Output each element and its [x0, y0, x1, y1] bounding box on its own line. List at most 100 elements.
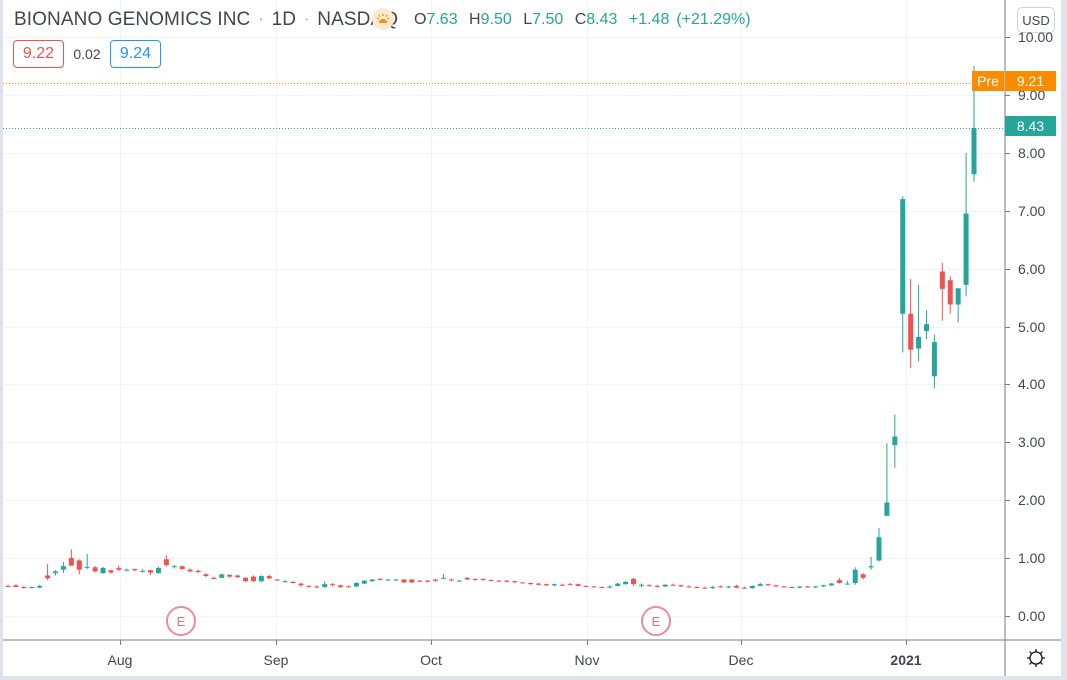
- candle[interactable]: [433, 578, 439, 582]
- pre-market-sun-icon[interactable]: [372, 8, 394, 30]
- candle[interactable]: [440, 574, 446, 579]
- candle[interactable]: [187, 568, 193, 572]
- candle[interactable]: [203, 573, 209, 578]
- candle[interactable]: [314, 585, 320, 589]
- candle[interactable]: [37, 584, 43, 589]
- candle[interactable]: [876, 527, 882, 562]
- candle[interactable]: [496, 580, 502, 582]
- candle[interactable]: [29, 586, 35, 589]
- candle[interactable]: [741, 586, 747, 589]
- candle[interactable]: [464, 577, 470, 581]
- candle[interactable]: [591, 585, 597, 588]
- candle[interactable]: [892, 414, 898, 468]
- gear-icon[interactable]: [1026, 648, 1046, 668]
- candle[interactable]: [638, 583, 644, 588]
- buy-ask-button[interactable]: 9.24: [110, 40, 161, 68]
- candle[interactable]: [227, 574, 233, 578]
- candle[interactable]: [171, 565, 177, 569]
- candle[interactable]: [947, 276, 953, 314]
- candle[interactable]: [385, 578, 391, 581]
- candle[interactable]: [623, 581, 629, 585]
- candle[interactable]: [480, 578, 486, 581]
- candle[interactable]: [828, 582, 834, 586]
- candle[interactable]: [68, 549, 74, 566]
- candle[interactable]: [551, 583, 557, 587]
- candle[interactable]: [844, 580, 850, 585]
- candle[interactable]: [963, 152, 969, 297]
- candle[interactable]: [916, 284, 922, 362]
- candle[interactable]: [559, 583, 565, 586]
- candlestick-series[interactable]: [5, 65, 977, 589]
- candle[interactable]: [939, 262, 945, 321]
- candle[interactable]: [607, 585, 613, 589]
- candle[interactable]: [821, 584, 827, 588]
- candle[interactable]: [488, 579, 494, 582]
- candle[interactable]: [781, 585, 787, 588]
- candle[interactable]: [908, 279, 914, 369]
- candle[interactable]: [726, 585, 732, 589]
- candle[interactable]: [132, 568, 138, 572]
- candle[interactable]: [45, 563, 51, 581]
- candle[interactable]: [330, 582, 336, 587]
- candle[interactable]: [860, 573, 866, 580]
- candle[interactable]: [13, 584, 19, 588]
- candle[interactable]: [448, 578, 454, 582]
- candle[interactable]: [108, 569, 114, 574]
- earnings-marker[interactable]: E: [641, 606, 671, 636]
- candle[interactable]: [733, 584, 739, 589]
- candle[interactable]: [179, 565, 185, 570]
- candle[interactable]: [900, 196, 906, 353]
- candle[interactable]: [274, 578, 280, 581]
- candle[interactable]: [306, 585, 312, 588]
- candle[interactable]: [757, 582, 763, 587]
- candle[interactable]: [266, 574, 272, 579]
- candle[interactable]: [155, 566, 161, 574]
- candle[interactable]: [290, 581, 296, 584]
- candle[interactable]: [84, 554, 90, 570]
- candle[interactable]: [662, 584, 668, 588]
- candle[interactable]: [718, 585, 724, 588]
- candle[interactable]: [678, 584, 684, 588]
- candle[interactable]: [805, 585, 811, 588]
- candle[interactable]: [512, 580, 518, 583]
- candle[interactable]: [654, 584, 660, 588]
- candle[interactable]: [258, 575, 264, 582]
- candle[interactable]: [536, 582, 542, 586]
- candle[interactable]: [923, 310, 929, 340]
- candle[interactable]: [163, 555, 169, 567]
- candle[interactable]: [884, 443, 890, 516]
- candle[interactable]: [124, 568, 130, 572]
- candle[interactable]: [852, 567, 858, 585]
- candle[interactable]: [60, 562, 66, 574]
- candle[interactable]: [583, 585, 589, 588]
- candle[interactable]: [100, 566, 106, 574]
- candle[interactable]: [250, 575, 256, 582]
- candle[interactable]: [797, 585, 803, 589]
- candle[interactable]: [694, 586, 700, 589]
- candle[interactable]: [195, 569, 201, 574]
- candle[interactable]: [789, 586, 795, 589]
- earnings-marker[interactable]: E: [166, 606, 196, 636]
- candle[interactable]: [504, 580, 510, 583]
- candle[interactable]: [345, 585, 351, 588]
- candle[interactable]: [369, 578, 375, 582]
- candle[interactable]: [456, 580, 462, 582]
- candle[interactable]: [353, 582, 359, 588]
- candle[interactable]: [21, 585, 27, 589]
- candle[interactable]: [298, 582, 304, 588]
- candle[interactable]: [148, 569, 154, 575]
- candle[interactable]: [401, 578, 407, 583]
- candle[interactable]: [393, 578, 399, 581]
- interval[interactable]: 1D: [271, 9, 297, 30]
- candle[interactable]: [686, 585, 692, 588]
- candle[interactable]: [615, 582, 621, 587]
- candle[interactable]: [235, 574, 241, 578]
- candle[interactable]: [702, 587, 708, 589]
- candle[interactable]: [377, 577, 383, 581]
- candle[interactable]: [140, 569, 146, 573]
- candle[interactable]: [338, 584, 344, 588]
- symbol-legend[interactable]: BIONANO GENOMICS INC · 1D · NASDAQ: [14, 9, 398, 31]
- candle[interactable]: [931, 334, 937, 389]
- candle[interactable]: [322, 581, 328, 588]
